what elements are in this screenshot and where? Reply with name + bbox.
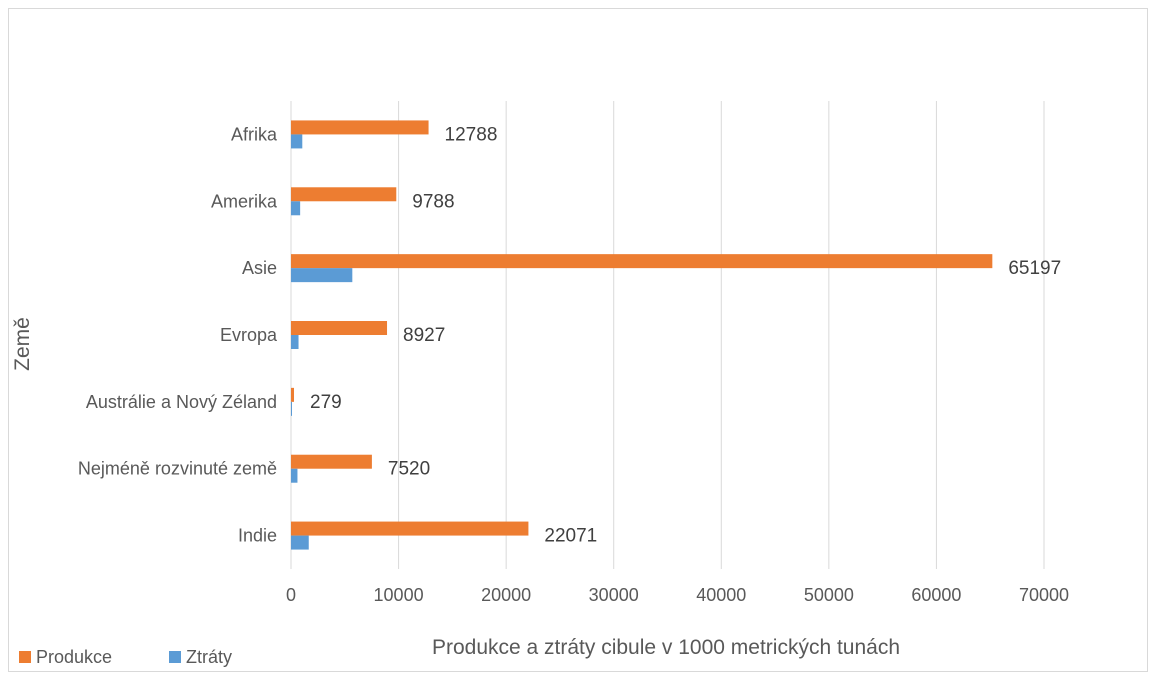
- category-label: Indie: [238, 526, 277, 546]
- bar-chart: Afrika Amerika Asie Evropa Austrálie a Nový …: [11, 101, 1069, 667]
- category-label: Afrika: [231, 124, 278, 144]
- category-label: Nejméně rozvinuté země: [78, 459, 277, 479]
- data-label: 12788: [445, 124, 498, 145]
- data-labels: 12788 9788 65197 8927 279 7520 22071: [310, 124, 1061, 546]
- category-label: Asie: [242, 258, 277, 278]
- bar-produkce: [291, 120, 429, 135]
- legend-swatch: [169, 651, 181, 663]
- category-label: Austrálie a Nový Zéland: [86, 392, 277, 412]
- data-label: 65197: [1008, 258, 1061, 279]
- data-label: 8927: [403, 325, 445, 346]
- bar-ztraty: [291, 468, 298, 483]
- category-label: Amerika: [211, 191, 278, 211]
- x-tick-label: 40000: [696, 585, 746, 605]
- x-tick-label: 20000: [481, 585, 531, 605]
- bar-produkce: [291, 254, 993, 269]
- gridlines: [290, 101, 1045, 569]
- bar-ztraty: [291, 201, 301, 216]
- chart-frame: Afrika Amerika Asie Evropa Austrálie a Nový …: [8, 8, 1148, 672]
- bar-ztraty: [291, 134, 303, 149]
- data-label: 7520: [388, 459, 430, 480]
- bar-produkce: [291, 387, 295, 402]
- data-label: 9788: [412, 191, 454, 212]
- legend: Produkce Ztráty: [19, 647, 232, 667]
- x-tick-label: 0: [286, 585, 296, 605]
- bar-ztraty: [291, 268, 353, 283]
- x-tick-label: 60000: [911, 585, 961, 605]
- legend-label: Produkce: [36, 647, 112, 667]
- data-label: 279: [310, 392, 342, 413]
- category-label: Evropa: [220, 325, 278, 345]
- bars: [291, 120, 993, 550]
- legend-label: Ztráty: [186, 647, 232, 667]
- x-tick-label: 10000: [374, 585, 424, 605]
- x-tick-label: 70000: [1019, 585, 1069, 605]
- data-label: 22071: [544, 526, 597, 547]
- bar-produkce: [291, 454, 372, 469]
- bar-ztraty: [291, 401, 292, 416]
- x-axis-title: Produkce a ztráty cibule v 1000 metrický…: [432, 636, 900, 659]
- x-tick-label: 30000: [589, 585, 639, 605]
- legend-swatch: [19, 651, 31, 663]
- x-tick-label: 50000: [804, 585, 854, 605]
- bar-produkce: [291, 187, 397, 202]
- category-labels: Afrika Amerika Asie Evropa Austrálie a Nový …: [78, 124, 278, 545]
- bar-ztraty: [291, 535, 309, 550]
- tick-labels: 0 10000 20000 30000 40000 50000 60000 70000: [286, 585, 1069, 605]
- bar-produkce: [291, 521, 529, 536]
- y-axis-title: Země: [11, 317, 34, 371]
- bar-ztraty: [291, 335, 299, 349]
- bar-produkce: [291, 321, 388, 335]
